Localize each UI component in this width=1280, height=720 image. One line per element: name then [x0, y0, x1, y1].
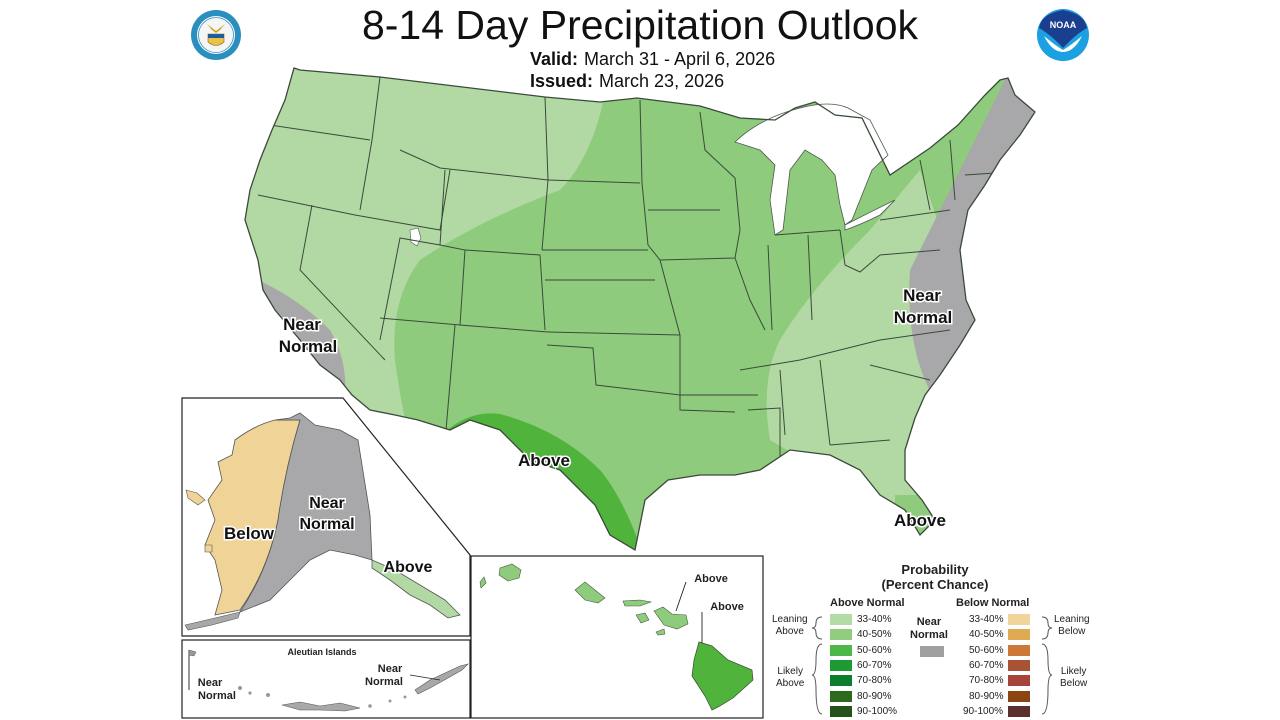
- legend-above-row: 90-100%: [830, 705, 897, 717]
- alaska-above-region: [371, 559, 461, 619]
- legend-above-row: 50-60%: [830, 644, 891, 656]
- legend-below-row: 33-40%: [969, 613, 1031, 625]
- legend-braces: [811, 616, 1053, 715]
- probability-legend: Probability (Percent Chance) Above Norma…: [770, 560, 1100, 720]
- legend-near-normal-swatch: [920, 646, 944, 657]
- legend-below-row: 40-50%: [969, 628, 1031, 640]
- legend-above-row: 60-70%: [830, 659, 891, 671]
- commerce-seal-icon: [191, 10, 241, 60]
- alaska-label-near-1: Near: [309, 495, 345, 512]
- label-near-normal-east-1: Near: [903, 286, 941, 305]
- molokai-island: [622, 599, 653, 607]
- alaska-label-near-2: Normal: [299, 516, 354, 533]
- niihau-island: [479, 576, 487, 589]
- legend-title-line2: (Percent Chance): [881, 577, 989, 592]
- aleutian-label-right-2: Normal: [365, 676, 403, 688]
- svg-text:NOAA: NOAA: [1050, 20, 1077, 30]
- oahu-island: [574, 581, 606, 604]
- legend-leaning-below-label: Leaning Below: [1054, 614, 1090, 637]
- hawaii-label-big-island: Above: [710, 601, 744, 613]
- alaska-inset: Below Near Normal Above: [181, 397, 471, 637]
- label-near-normal-california-2: Normal: [279, 337, 338, 356]
- legend-above-row: 40-50%: [830, 628, 891, 640]
- valid-dates: Valid: March 31 - April 6, 2026: [530, 49, 775, 70]
- label-near-normal-california-1: Near: [283, 315, 321, 334]
- aleutian-label-left-1: Near: [198, 677, 223, 689]
- alaska-near-normal-region: [238, 412, 373, 613]
- legend-above-row: 80-90%: [830, 690, 891, 702]
- great-lakes-water: [734, 103, 889, 236]
- big-island: [691, 641, 754, 711]
- legend-title-line1: Probability: [901, 562, 969, 577]
- label-above-texas: Above: [518, 451, 570, 470]
- lanai-island: [635, 612, 650, 624]
- legend-above-row: 33-40%: [830, 613, 891, 625]
- kahoolawe-island: [655, 628, 666, 636]
- legend-leaning-above-label: Leaning Above: [772, 614, 808, 637]
- legend-below-header: Below Normal: [956, 597, 1030, 609]
- legend-title: Probability (Percent Chance): [770, 562, 1100, 592]
- hawaii-inset: Above Above: [470, 555, 764, 719]
- legend-below-row: 50-60%: [969, 644, 1031, 656]
- alaska-label-below: Below: [224, 524, 275, 543]
- valid-label: Valid:: [530, 49, 579, 69]
- conus-outline: [244, 67, 1036, 552]
- issued-label: Issued:: [530, 71, 594, 91]
- map-title: 8-14 Day Precipitation Outlook: [361, 2, 919, 48]
- aleutian-label-right-1: Near: [378, 663, 403, 675]
- aleutian-label-left-2: Normal: [198, 690, 236, 702]
- label-near-normal-east-2: Normal: [894, 308, 953, 327]
- legend-below-row: 60-70%: [969, 659, 1031, 671]
- lake-erie-water: [844, 199, 896, 231]
- legend-near-normal-label: Near Normal: [910, 616, 948, 641]
- legend-above-row: 70-80%: [830, 674, 891, 686]
- legend-likely-below-label: Likely Below: [1060, 666, 1088, 689]
- legend-above-header: Above Normal: [830, 597, 905, 609]
- label-above-florida: Above: [894, 511, 946, 530]
- legend-below-row: 70-80%: [969, 674, 1031, 686]
- issued-value: March 23, 2026: [599, 71, 725, 91]
- aleutian-inset: Aleutian Islands Near Normal Near Normal: [181, 639, 471, 719]
- legend-below-row: 90-100%: [963, 705, 1031, 717]
- valid-value: March 31 - April 6, 2026: [584, 49, 776, 69]
- hawaii-label-maui: Above: [694, 573, 728, 585]
- kauai-island: [498, 563, 522, 582]
- maui-island: [653, 606, 689, 630]
- aleutian-title: Aleutian Islands: [287, 647, 356, 657]
- legend-likely-above-label: Likely Above: [776, 666, 805, 689]
- state-borders: [257, 76, 1011, 470]
- noaa-logo-icon: NOAA: [1037, 9, 1089, 61]
- issued-date: Issued: March 23, 2026: [530, 71, 724, 92]
- legend-below-row: 80-90%: [969, 690, 1031, 702]
- alaska-label-above: Above: [384, 559, 433, 576]
